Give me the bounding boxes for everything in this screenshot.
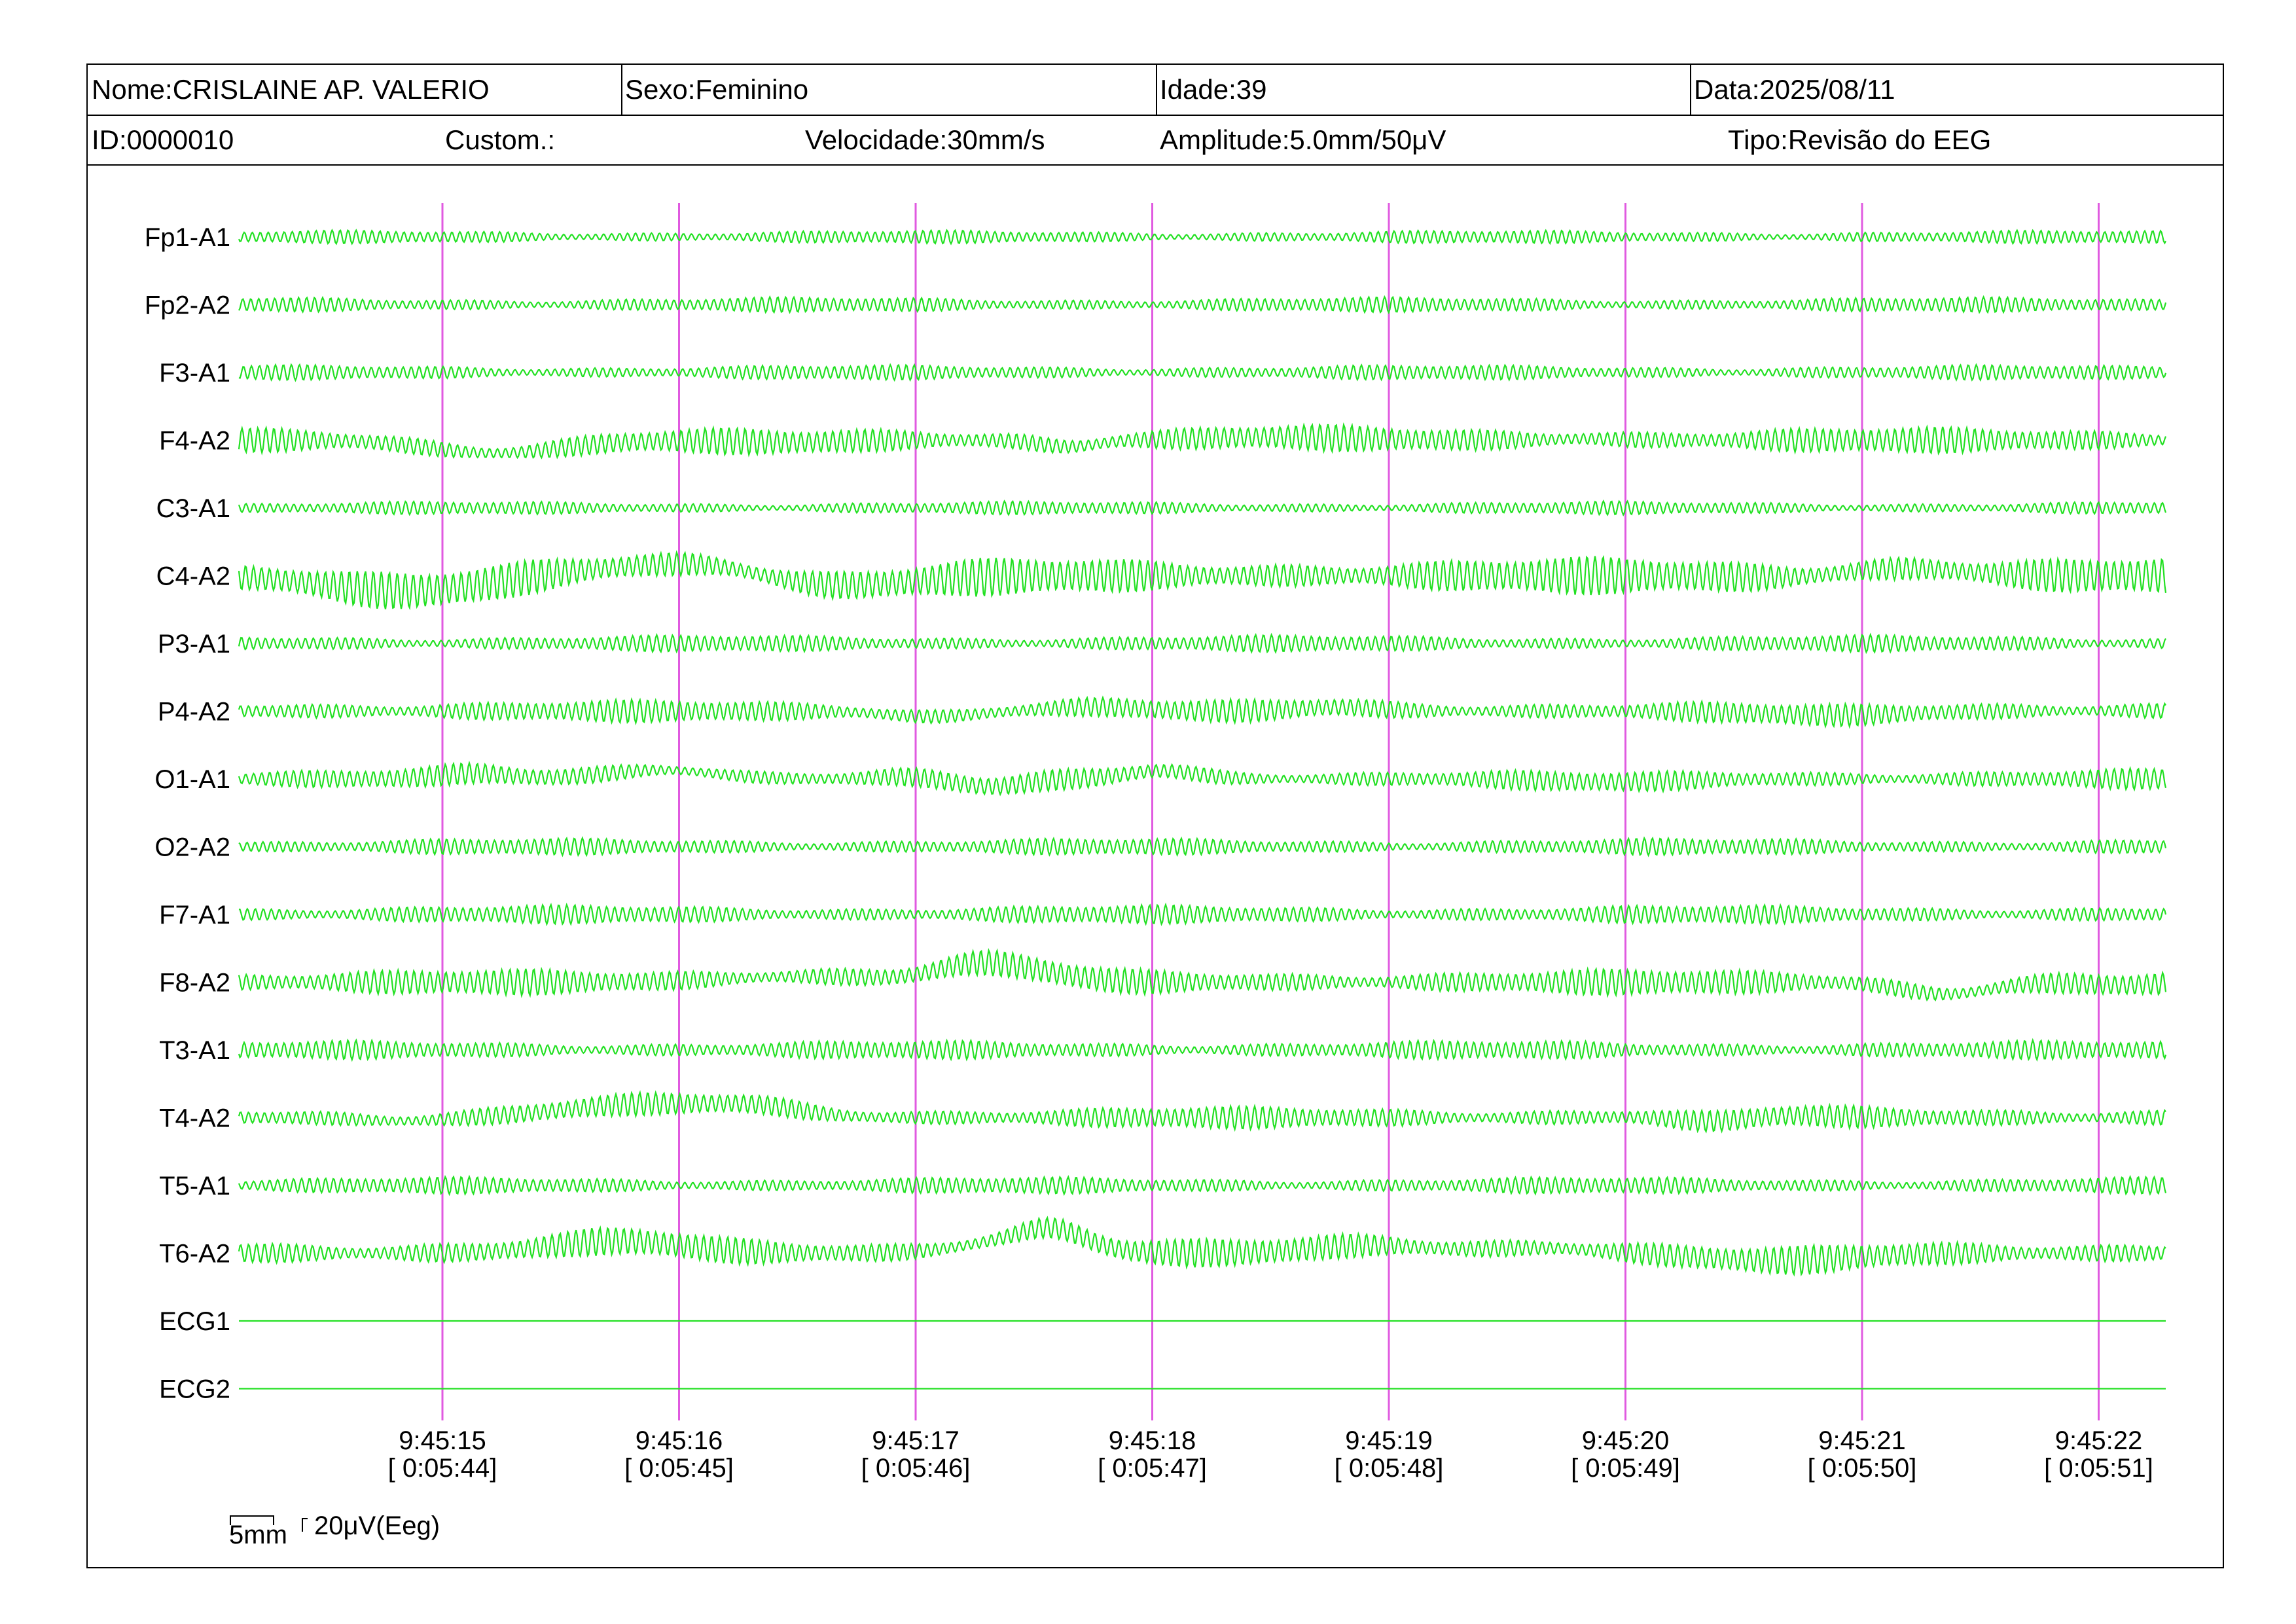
header-row-settings: ID:0000010 Custom.: Velocidade:30mm/s Am… — [88, 116, 2223, 166]
channel-label: F7-A1 — [159, 901, 230, 929]
trace-f3-a1 — [238, 363, 2167, 382]
time-elapsed-label: [ 0:05:48] — [1335, 1454, 1444, 1483]
header-row-patient: Nome:CRISLAINE AP. VALERIO Sexo:Feminino… — [88, 65, 2223, 116]
channel-label: P3-A1 — [158, 630, 230, 659]
time-clock-label: 9:45:18 — [1109, 1426, 1196, 1455]
channel-label: C4-A2 — [156, 562, 230, 591]
time-scale-bracket — [230, 1515, 274, 1525]
time-clock-label: 9:45:21 — [1818, 1426, 1905, 1455]
exam-date: Data:2025/08/11 — [1694, 74, 1895, 105]
patient-age: Idade:39 — [1160, 74, 1267, 105]
channel-label: T6-A2 — [159, 1240, 230, 1269]
channel-label: C3-A1 — [156, 494, 230, 523]
speed-setting: Velocidade:30mm/s — [805, 124, 1045, 155]
patient-sex: Sexo:Feminino — [625, 74, 809, 105]
trace-c3-a1 — [238, 499, 2167, 516]
channel-label: F3-A1 — [159, 359, 230, 388]
eeg-report-sheet: Nome:CRISLAINE AP. VALERIO Sexo:Feminino… — [86, 63, 2224, 1568]
channel-label: O2-A2 — [154, 833, 230, 862]
time-elapsed-label: [ 0:05:45] — [624, 1454, 734, 1483]
time-clock-label: 9:45:16 — [636, 1426, 723, 1455]
channel-label: O1-A1 — [154, 765, 230, 794]
trace-f7-a1 — [238, 902, 2167, 927]
trace-t6-a2 — [238, 1216, 2166, 1277]
time-scale-label: 5mm — [229, 1521, 287, 1549]
amplitude-setting: Amplitude:5.0mm/50μV — [1160, 124, 1446, 155]
channel-label: T4-A2 — [159, 1104, 230, 1133]
time-elapsed-label: [ 0:05:46] — [861, 1454, 971, 1483]
time-clock-label: 9:45:20 — [1582, 1426, 1669, 1455]
channel-label: F4-A2 — [159, 427, 230, 456]
trace-t4-a2 — [238, 1090, 2166, 1134]
channel-label: T3-A1 — [159, 1036, 230, 1065]
patient-name: Nome:CRISLAINE AP. VALERIO — [92, 74, 490, 105]
second-markers — [441, 203, 2100, 1420]
time-elapsed-label: [ 0:05:44] — [388, 1454, 497, 1483]
header-divider — [621, 65, 622, 115]
trace-fp2-a2 — [238, 295, 2167, 315]
scale-indicator: 5mm 20μV(Eeg) — [229, 1511, 440, 1549]
channel-label: P4-A2 — [158, 698, 230, 727]
time-clock-label: 9:45:15 — [399, 1426, 486, 1455]
trace-f4-a2 — [238, 422, 2167, 460]
trace-f8-a2 — [238, 948, 2167, 1001]
channel-label: Fp1-A1 — [145, 223, 230, 252]
trace-c4-a2 — [238, 550, 2167, 611]
channel-label: ECG2 — [159, 1375, 230, 1404]
time-elapsed-label: [ 0:05:47] — [1098, 1454, 1207, 1483]
header-divider — [1156, 65, 1157, 115]
custom-field: Custom.: — [445, 124, 556, 155]
time-axis: 9:45:15[ 0:05:44] 9:45:16[ 0:05:45] 9:45:1… — [388, 1426, 2153, 1483]
trace-o1-a1 — [238, 761, 2167, 797]
time-elapsed-label: [ 0:05:51] — [2044, 1454, 2153, 1483]
trace-fp1-a1 — [238, 228, 2166, 245]
channel-label: F8-A2 — [159, 969, 230, 998]
time-elapsed-label: [ 0:05:49] — [1571, 1454, 1680, 1483]
time-clock-label: 9:45:22 — [2055, 1426, 2142, 1455]
amplitude-scale-label: 20μV(Eeg) — [314, 1511, 440, 1540]
trace-t5-a1 — [238, 1174, 2167, 1197]
header-divider — [1690, 65, 1691, 115]
time-clock-label: 9:45:17 — [872, 1426, 959, 1455]
time-clock-label: 9:45:19 — [1345, 1426, 1432, 1455]
trace-t3-a1 — [238, 1038, 2167, 1062]
amplitude-scale-bracket — [302, 1518, 308, 1532]
channel-label: Fp2-A2 — [145, 291, 230, 320]
channel-label: ECG1 — [159, 1307, 230, 1336]
eeg-traces — [238, 228, 2167, 1390]
time-elapsed-label: [ 0:05:50] — [1808, 1454, 1917, 1483]
patient-id: ID:0000010 — [92, 124, 234, 155]
exam-type: Tipo:Revisão do EEG — [1728, 124, 1992, 155]
trace-p4-a2 — [238, 695, 2166, 729]
channel-labels: Fp1-A1 Fp2-A2 F3-A1 F4-A2 C3-A1 C4-A2 P3-A1 P4-… — [145, 223, 230, 1404]
channel-label: T5-A1 — [159, 1172, 230, 1200]
trace-o2-a2 — [238, 836, 2167, 857]
trace-p3-a1 — [238, 632, 2166, 655]
